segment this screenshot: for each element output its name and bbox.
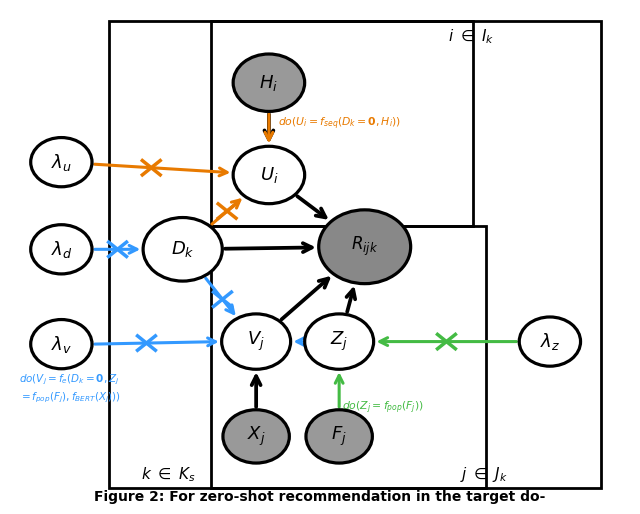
Circle shape (223, 410, 289, 463)
Text: $\lambda_z$: $\lambda_z$ (540, 331, 560, 352)
Text: $\boldsymbol{Z_j}$: $\boldsymbol{Z_j}$ (330, 330, 348, 353)
Text: $= f_{pop}(F_j), f_{BERT}(X_j)))$: $= f_{pop}(F_j), f_{BERT}(X_j)))$ (19, 391, 120, 405)
Text: $\boldsymbol{D_k}$: $\boldsymbol{D_k}$ (171, 240, 195, 259)
Text: Figure 2: For zero-shot recommendation in the target do-: Figure 2: For zero-shot recommendation i… (94, 490, 546, 504)
Text: $\lambda_d$: $\lambda_d$ (51, 239, 72, 260)
Circle shape (221, 314, 291, 369)
Text: $\boldsymbol{V_j}$: $\boldsymbol{V_j}$ (247, 330, 265, 353)
Text: $\lambda_u$: $\lambda_u$ (51, 152, 72, 173)
Text: i $\in$ $\mathit{I_k}$: i $\in$ $\mathit{I_k}$ (448, 27, 494, 46)
Text: $\boldsymbol{X_j}$: $\boldsymbol{X_j}$ (247, 425, 266, 448)
Circle shape (31, 225, 92, 274)
Bar (109, 21, 601, 488)
Circle shape (143, 217, 222, 281)
Bar (211, 226, 486, 488)
Circle shape (306, 410, 372, 463)
Text: $\lambda_v$: $\lambda_v$ (51, 334, 72, 355)
Circle shape (319, 210, 411, 284)
Text: $\boldsymbol{R_{ijk}}$: $\boldsymbol{R_{ijk}}$ (351, 235, 378, 259)
Text: $\boldsymbol{H_i}$: $\boldsymbol{H_i}$ (259, 72, 278, 93)
Text: j $\in$ $\mathit{J_k}$: j $\in$ $\mathit{J_k}$ (461, 465, 508, 484)
Bar (211, 21, 473, 226)
Text: $do(V_j = f_e(D_k = \mathbf{0}, Z_j$: $do(V_j = f_e(D_k = \mathbf{0}, Z_j$ (19, 373, 119, 387)
Circle shape (31, 138, 92, 187)
Text: k $\in$ $\mathit{K_s}$: k $\in$ $\mathit{K_s}$ (141, 466, 196, 484)
Text: $do(U_i = f_{seq}(D_k = \mathbf{0}, H_i))$: $do(U_i = f_{seq}(D_k = \mathbf{0}, H_i)… (278, 116, 401, 132)
Circle shape (305, 314, 374, 369)
Text: $\boldsymbol{F_j}$: $\boldsymbol{F_j}$ (332, 425, 347, 448)
Circle shape (233, 146, 305, 204)
Circle shape (519, 317, 580, 366)
Circle shape (233, 54, 305, 112)
Circle shape (31, 320, 92, 369)
Text: $do(Z_j = f_{pop}(F_j))$: $do(Z_j = f_{pop}(F_j))$ (342, 400, 424, 416)
Text: $\boldsymbol{U_i}$: $\boldsymbol{U_i}$ (260, 165, 278, 185)
